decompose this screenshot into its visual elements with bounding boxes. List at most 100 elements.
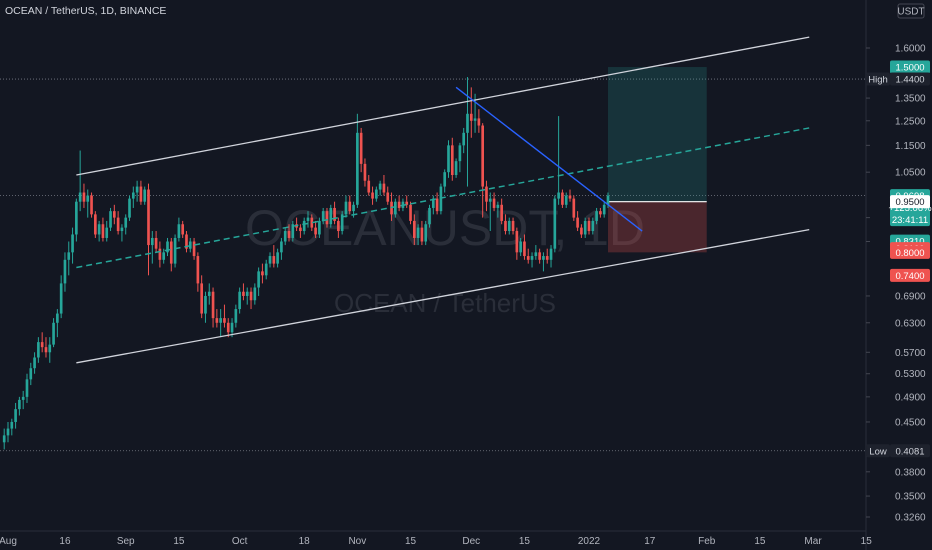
candle-body [14,409,17,422]
candle-body [333,207,336,221]
price-tag-bg [890,195,930,209]
candle-body [71,234,74,253]
candle-body [109,211,112,228]
candle-body [257,271,260,288]
time-tick-label: Aug [0,536,17,547]
time-tick-label: Oct [232,536,248,547]
candle-body [128,198,131,218]
time-tick-label: 15 [861,536,873,547]
candle-body [147,189,150,246]
candle-body [606,195,610,205]
candle-body [428,207,431,225]
price-tick-label: 1.6000 [895,44,926,55]
price-tag-bg [890,268,930,282]
price-tick-label: 0.5300 [895,369,926,380]
price-tick-label: 0.3500 [895,492,926,503]
currency-badge[interactable] [897,3,925,19]
candle-body [371,192,374,199]
candle-body [6,428,10,436]
time-tick-label: 15 [754,536,766,547]
candle-body [29,368,33,380]
candle-body [412,220,416,238]
candle-body [48,344,52,353]
candle-body [439,186,443,212]
candle-body [534,252,538,257]
candle-body [105,227,109,238]
candle-body [276,252,279,264]
candle-body [139,186,143,202]
candle-body [97,224,101,235]
price-tick-label: 1.0500 [895,168,926,179]
candle-body [21,396,25,400]
candle-body [420,227,424,242]
channel-mid-line[interactable] [76,127,810,269]
candle-body [329,207,333,225]
candle-body [511,220,515,232]
descending-trendline[interactable] [455,86,643,232]
candle-body [443,172,447,187]
candle-body [375,189,378,199]
loss-zone[interactable] [607,201,707,253]
candle-body [576,217,579,228]
candle-body [302,220,306,232]
candle-body [542,256,545,260]
channel-lower-line[interactable] [76,229,810,364]
candle-body [124,217,128,228]
candle-body [242,291,245,296]
candle-body [299,227,302,232]
level-name-label: Low [869,446,887,457]
candle-body [477,118,481,126]
watermark-pair: OCEAN / TetherUS [334,288,556,318]
profit-zone[interactable] [607,67,707,202]
candle-body [352,204,355,212]
candle-body [245,291,249,296]
candle-body [261,271,264,276]
candle-body [25,379,29,397]
candle-body [591,220,595,232]
candle-body [454,161,458,175]
level-name-bg [866,444,890,458]
candle-body [587,220,591,232]
time-tick-label: Dec [462,536,480,547]
candle-body [56,313,59,323]
price-tag-bg [890,72,930,86]
candle-body [283,231,287,242]
candle-body [234,309,238,323]
candle-body [40,342,44,348]
channel-upper-line[interactable] [76,36,810,176]
candle-body [196,256,200,284]
candle-body [181,224,185,235]
candle-body [94,214,97,235]
candle-body [310,217,314,228]
time-axis[interactable]: Aug 16 Sep 15 Oct 18 Nov 15 Dec 15 2022 17 Feb 15 Mar 1… [0,536,872,547]
price-tag-bg [890,60,930,74]
candle-body [112,211,116,218]
candle-body [318,220,321,235]
price-tick-label: 0.5700 [895,348,926,359]
time-tick-label: Sep [117,536,135,547]
price-tag: 1.4400 High [866,72,930,86]
candle-body [409,204,412,221]
candle-body [59,283,63,314]
price-tag: 0.7400 [890,268,930,282]
candle-body [166,241,169,253]
candle-body [90,195,93,215]
candle-body [507,220,511,232]
candle-body [359,132,363,164]
candle-body [10,421,14,429]
candle-body [602,204,606,215]
candle-body [515,231,519,253]
candle-body [18,399,21,410]
candle-body [553,198,557,249]
candle-body [337,220,340,232]
candle-body [424,224,428,242]
price-tick-label: 0.6300 [895,318,926,329]
price-tick-label: 0.6900 [895,291,926,302]
candle-body [268,256,272,264]
candle-body [530,256,534,260]
price-tag-label: 0.4081 [895,446,924,457]
price-tick-label: 0.3800 [895,467,926,478]
candle-body [458,145,462,162]
candle-body [386,192,390,202]
